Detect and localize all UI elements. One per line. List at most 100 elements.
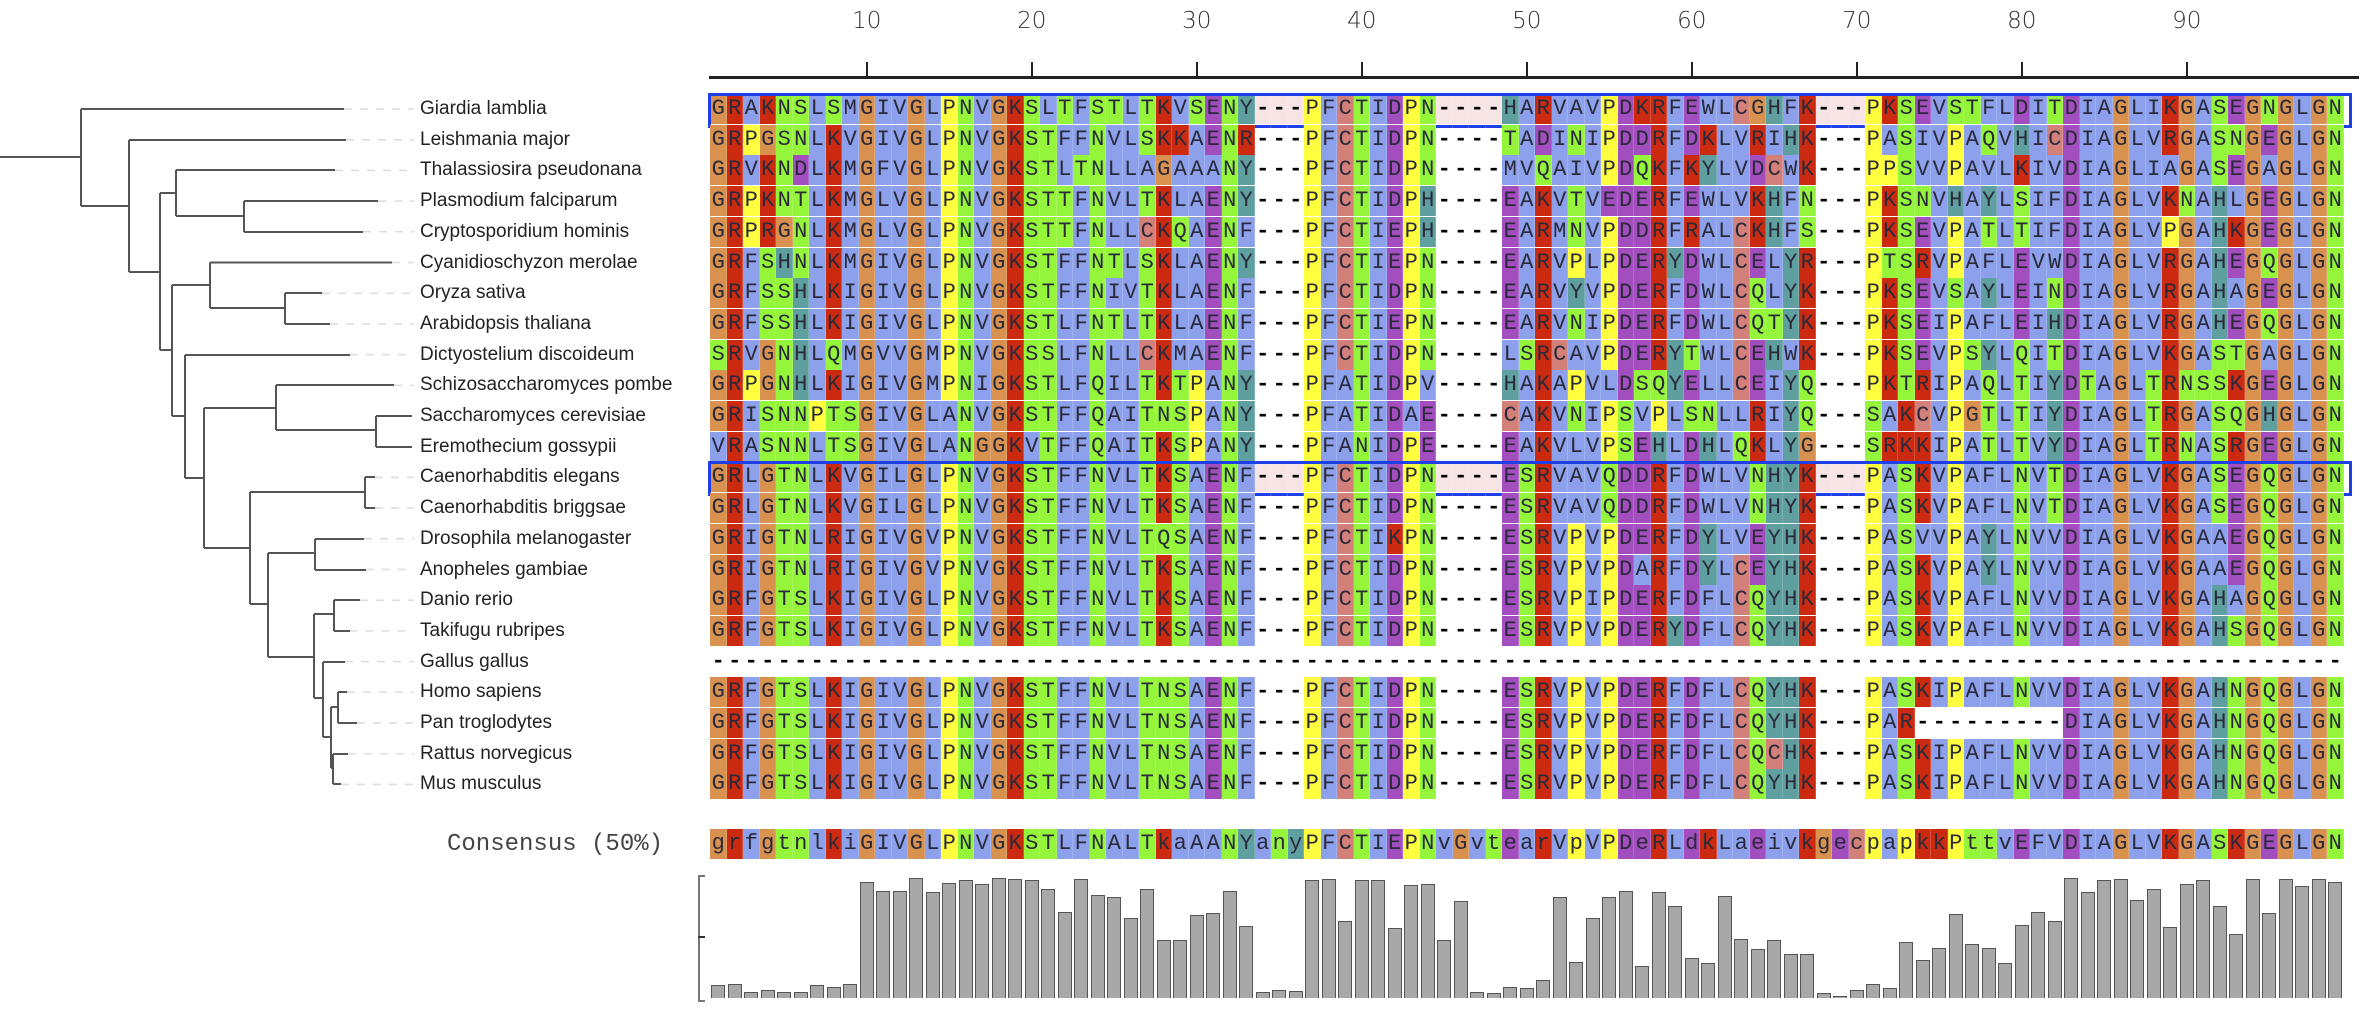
- sequence-name[interactable]: Danio rerio: [420, 589, 513, 611]
- gap-cell: -: [908, 647, 925, 677]
- gap-cell: -: [1271, 340, 1288, 370]
- sequence-name[interactable]: Mus musculus: [420, 773, 542, 795]
- sequence-name[interactable]: Eremothecium gossypii: [420, 435, 617, 457]
- sequence-name[interactable]: Leishmania major: [420, 128, 570, 150]
- residue-cell: G: [990, 523, 1007, 554]
- residue-cell: A: [1337, 401, 1354, 431]
- conservation-bar: [942, 882, 956, 998]
- conservation-bar: [1750, 948, 1765, 998]
- residue-cell: I: [842, 554, 859, 585]
- residue-cell: L: [1584, 247, 1601, 278]
- sequence-name[interactable]: Caenorhabditis briggsae: [420, 497, 626, 519]
- residue-cell: L: [1997, 216, 2014, 247]
- residue-cell: K: [1007, 401, 1024, 431]
- residue-cell: I: [875, 278, 892, 309]
- sequence-name[interactable]: Takifugu rubripes: [420, 619, 565, 641]
- residue-cell: S: [776, 308, 793, 339]
- sequence-name[interactable]: Cryptosporidium hominis: [420, 220, 630, 242]
- gap-cell: -: [1255, 708, 1272, 738]
- residue-cell: G: [710, 585, 727, 616]
- conservation-bar: [1899, 941, 1913, 998]
- residue-cell: N: [957, 738, 974, 769]
- sequence-name[interactable]: Cyanidioschyzon merolae: [420, 251, 638, 273]
- residue-cell: G: [759, 708, 776, 738]
- residue-cell: L: [2129, 186, 2146, 217]
- residue-cell: L: [1997, 554, 2014, 585]
- residue-cell: G: [759, 738, 776, 769]
- residue-cell: N: [1155, 708, 1172, 738]
- residue-cell: S: [1518, 708, 1535, 738]
- residue-cell: K: [1007, 124, 1024, 155]
- residue-cell: C: [1337, 829, 1354, 859]
- residue-cell: G: [858, 278, 875, 309]
- residue-cell: L: [809, 585, 826, 616]
- residue-cell: D: [1386, 615, 1403, 646]
- residue-cell: H: [2211, 738, 2228, 769]
- sequence-name[interactable]: Homo sapiens: [420, 681, 542, 703]
- sequence-name[interactable]: Caenorhabditis elegans: [420, 466, 620, 488]
- residue-cell: A: [2096, 585, 2113, 616]
- residue-cell: C: [1733, 708, 1750, 738]
- residue-cell: D: [2063, 186, 2080, 217]
- sequence-name[interactable]: Gallus gallus: [420, 650, 529, 672]
- residue-cell: K: [1799, 155, 1816, 186]
- gap-cell: -: [1288, 278, 1305, 308]
- residue-cell: P: [743, 216, 760, 247]
- sequence-name[interactable]: Rattus norvegicus: [420, 742, 573, 764]
- residue-cell: P: [743, 370, 760, 401]
- residue-cell: V: [891, 155, 908, 186]
- sequence-name[interactable]: Giardia lamblia: [420, 98, 547, 119]
- residue-cell: E: [2261, 186, 2278, 217]
- sequence-name[interactable]: Oryza sativa: [420, 282, 526, 304]
- residue-cell: N: [1089, 829, 1106, 859]
- residue-cell: N: [1089, 708, 1106, 738]
- sequence-name[interactable]: Saccharomyces cerevisiae: [420, 405, 646, 426]
- residue-cell: G: [908, 94, 925, 124]
- residue-cell: T: [1353, 677, 1370, 708]
- sequence-name[interactable]: Plasmodium falciparum: [420, 190, 618, 212]
- residue-cell: R: [1914, 370, 1931, 401]
- residue-cell: A: [1881, 769, 1898, 800]
- residue-cell: N: [2327, 308, 2344, 339]
- residue-cell: L: [1716, 401, 1733, 431]
- residue-cell: K: [1799, 677, 1816, 708]
- residue-cell: L: [809, 155, 826, 186]
- residue-cell: I: [1370, 401, 1387, 431]
- residue-cell: K: [1683, 155, 1700, 186]
- residue-cell: L: [1122, 124, 1139, 155]
- phylogenetic-tree: [0, 108, 414, 786]
- residue-cell: N: [2228, 124, 2245, 155]
- residue-cell: P: [941, 677, 958, 708]
- gap-cell: -: [1948, 647, 1965, 677]
- residue-cell: N: [776, 186, 793, 217]
- sequence-name[interactable]: Drosophila melanogaster: [420, 527, 632, 549]
- residue-cell: I: [2079, 247, 2096, 278]
- gap-cell: -: [1816, 585, 1833, 615]
- sequence-name[interactable]: Dictyostelium discoideum: [420, 343, 635, 365]
- residue-cell: S: [1023, 155, 1040, 186]
- sequence-name[interactable]: Pan troglodytes: [420, 712, 553, 733]
- residue-cell: F: [743, 738, 760, 769]
- gap-cell: -: [1436, 616, 1453, 646]
- residue-cell: I: [1370, 769, 1387, 800]
- residue-cell: H: [1782, 554, 1799, 585]
- residue-cell: S: [1898, 186, 1915, 217]
- residue-cell: I: [2079, 677, 2096, 708]
- gap-cell: -: [2179, 647, 2196, 677]
- residue-cell: L: [2294, 738, 2311, 769]
- sequence-name[interactable]: Schizosaccharomyces pombe: [420, 374, 673, 396]
- residue-cell: M: [842, 216, 859, 247]
- residue-cell: P: [1188, 401, 1205, 431]
- sequence-name[interactable]: Thalassiosira pseudonana: [420, 159, 642, 181]
- residue-cell: P: [1568, 708, 1585, 738]
- sequence-name[interactable]: Arabidopsis thaliana: [420, 312, 592, 334]
- residue-cell: S: [1865, 431, 1882, 462]
- residue-cell: E: [1502, 677, 1519, 708]
- residue-cell: I: [875, 615, 892, 646]
- residue-cell: k: [1799, 829, 1816, 859]
- residue-cell: V: [1551, 769, 1568, 800]
- sequence-name[interactable]: Anopheles gambiae: [420, 558, 588, 580]
- residue-cell: K: [1799, 124, 1816, 155]
- residue-cell: R: [1535, 308, 1552, 339]
- residue-cell: S: [1518, 615, 1535, 646]
